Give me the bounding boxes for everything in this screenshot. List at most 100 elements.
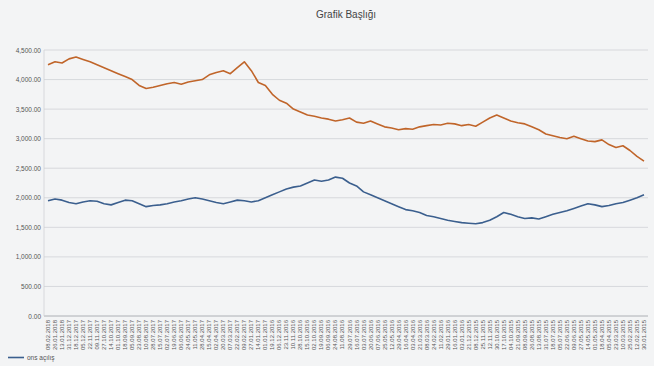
x-tick-label: 16.04.2016 [403,319,409,350]
x-tick-label: 10.11.2016 [290,319,296,349]
x-tick-label: 15.04.2017 [206,319,212,350]
x-tick-label: 13.01.2018 [59,319,65,350]
x-tick-label: 23.11.2016 [283,319,289,349]
grid-line [44,256,648,257]
x-tick-label: 15.07.2017 [157,319,163,350]
x-tick-label: 28.07.2017 [150,319,156,350]
grid-line [44,79,648,80]
x-tick-label: 12.11.2015 [487,319,493,349]
legend-swatch [8,357,24,359]
y-tick-label: 0.00 [28,313,41,320]
x-tick-label: 04.10.2015 [508,319,514,350]
y-tick-label: 1,000.00 [16,253,42,260]
x-tick-label: 12.02.2015 [634,319,640,350]
x-tick-label: 24.02.2016 [431,319,437,350]
x-tick-label: 10.08.2017 [143,319,149,350]
x-tick-label: 25.02.2015 [627,319,633,350]
y-tick-label: 3,000.00 [16,135,42,142]
y-axis [44,50,45,316]
y-tick-label: 4,500.00 [16,47,42,54]
x-tick-label: 25.05.2016 [382,319,388,350]
x-tick-label: 03.04.2016 [410,319,416,350]
x-tick-label: 21.03.2016 [417,319,423,350]
grid-line [44,227,648,228]
x-tick-label: 01.05.2015 [592,319,598,350]
x-tick-label: 15.10.2016 [304,319,310,350]
x-tick-label: 18.04.2015 [599,319,605,350]
x-tick-label: 31.12.2017 [66,319,72,350]
x-tick-label: 06.12.2016 [276,319,282,350]
x-tick-label: 21.12.2015 [466,319,472,350]
y-tick-label: 2,500.00 [16,165,42,172]
x-tick-label: 20.06.2016 [368,319,374,350]
x-tick-label: 05.12.2017 [80,319,86,350]
plot-area [48,57,644,224]
x-tick-label: 05.07.2015 [557,319,563,350]
x-tick-label: 07.06.2016 [375,319,381,350]
grid-line [44,316,648,317]
x-tick-label: 24.05.2017 [185,319,191,350]
x-tick-label: 08.02.2018 [45,319,51,350]
x-tick-label: 05.04.2015 [606,319,612,350]
x-tick-label: 12.05.2016 [389,319,395,350]
y-tick-label: 2,000.00 [16,194,42,201]
grid-line [44,50,648,51]
x-tick-label: 02.10.2016 [311,319,317,350]
x-tick-label: 31.07.2015 [543,319,549,350]
x-tick-label: 22.02.2017 [234,319,240,350]
x-tick-label: 08.12.2015 [473,319,479,350]
x-tick-label: 18.12.2017 [73,319,79,350]
x-tick-label: 01.10.2017 [115,319,121,350]
x-tick-label: 14.05.2015 [585,319,591,350]
x-tick-label: 06.09.2016 [325,319,331,350]
grid-line [44,286,648,287]
x-tick-label: 09.06.2015 [571,319,577,350]
x-tick-label: 02.04.2017 [213,319,219,350]
x-tick-label: 28.04.2017 [199,319,205,350]
x-tick-label: 24.08.2016 [332,319,338,350]
x-tick-label: 23.03.2015 [613,319,619,350]
x-tick-label: 08.09.2015 [522,319,528,350]
x-tick-label: 08.03.2016 [424,319,430,350]
x-tick-label: 10.03.2015 [620,319,626,350]
x-tick-label: 07.03.2017 [227,319,233,350]
x-tick-label: 19.09.2016 [318,319,324,350]
x-tick-label: 19.12.2016 [269,319,275,350]
x-tick-label: 27.10.2017 [101,319,107,350]
grid-line [44,197,648,198]
x-tick-label: 27.05.2015 [578,319,584,350]
x-tick-label: 28.10.2016 [297,319,303,350]
x-tick-label: 11.08.2016 [339,319,345,349]
x-axis [44,316,648,317]
x-tick-label: 30.01.2015 [641,319,647,350]
x-tick-label: 16.07.2016 [354,319,360,350]
title: Grafik Başlığı [316,9,376,20]
x-tick-label: 21.09.2015 [515,319,521,350]
series-line [48,177,644,224]
x-tick-label: 06.06.2017 [178,319,184,350]
grid-line [44,109,648,110]
x-tick-label: 22.06.2015 [564,319,570,350]
x-tick-label: 29.04.2016 [396,319,402,350]
x-tick-label: 18.09.2017 [122,319,128,350]
y-tick-label: 3,500.00 [16,106,42,113]
y-tick-label: 500.00 [21,283,41,290]
x-tick-label: 14.01.2017 [255,319,261,350]
background [0,0,654,366]
x-tick-label: 03.01.2016 [459,319,465,350]
x-tick-label: 29.07.2016 [347,319,353,350]
grid-line [44,168,648,169]
x-tick-label: 14.10.2017 [108,319,114,350]
x-tick-label: 22.11.2017 [87,319,93,349]
y-tick-label: 1,500.00 [16,224,42,231]
x-tick-label: 26.01.2018 [52,319,58,350]
x-tick-label: 01.01.2017 [262,319,268,350]
x-tick-label: 19.06.2017 [171,319,177,350]
x-tick-label: 17.10.2015 [501,319,507,350]
x-tick-label: 03.07.2016 [361,319,367,350]
x-tick-label: 27.01.2017 [248,319,254,350]
grid-line [44,138,648,139]
x-tick-label: 23.08.2017 [136,319,142,350]
x-tick-label: 09.02.2017 [241,319,247,350]
x-tick-label: 16.01.2016 [452,319,458,350]
